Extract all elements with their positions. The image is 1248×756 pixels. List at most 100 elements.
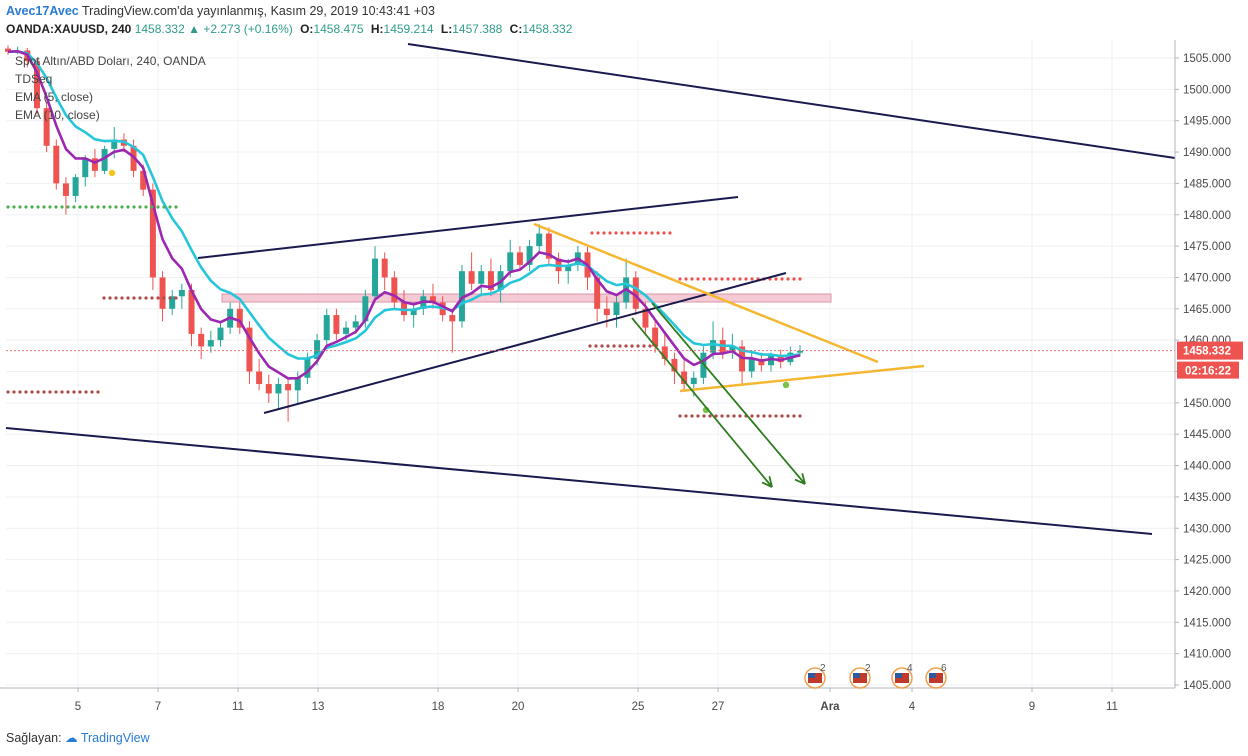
triangle-lower-line[interactable] [679,364,925,393]
tdst-resistance-dots [774,277,778,281]
publisher-username[interactable]: Avec17Avec [6,4,79,18]
tdst-resistance-dots [744,277,748,281]
tdst-dots [774,414,778,418]
tdst-resistance-dots [798,277,802,281]
tdst-dots [612,344,616,348]
tdst-dots [144,296,148,300]
tdst-resistance-dots [690,277,694,281]
time-tick-label: 7 [155,701,161,713]
candle-body [768,355,775,366]
trendline[interactable] [263,272,787,414]
tdst-resistance-dots [702,277,706,281]
countdown-badge [1177,361,1239,379]
event-marker[interactable]: 2 [804,663,826,689]
event-count: 4 [907,663,913,674]
tdst-dots [762,414,766,418]
tdst-dots [114,296,118,300]
candle-body [111,139,118,149]
legend-ema5[interactable]: EMA (5, close) [15,90,94,104]
time-tick-label: 13 [312,701,325,713]
tdst-support-dots [42,205,46,209]
price-tick-label: 1430.000 [1183,523,1231,535]
target-arrow[interactable] [651,302,806,485]
low-value: 1457.388 [452,22,503,36]
tdst-resistance-dots [738,277,742,281]
close-label: C: [509,22,523,36]
price-tick-label: 1470.000 [1183,272,1231,284]
tdst-resistance-dots [668,231,672,235]
price-tick-label: 1445.000 [1183,429,1231,441]
time-tick-label: 11 [232,701,244,713]
tdst-support-dots [144,205,148,209]
price-scale-bg [1175,40,1248,720]
tdst-dots [66,390,70,394]
ema-layer [7,49,801,380]
tdst-resistance-dots [590,231,594,235]
price-chart[interactable]: 1505.000 1500.000 1495.000 1490.000 1485.000… [0,40,1248,720]
trendline[interactable] [197,196,739,259]
tdst-support-dots [66,205,70,209]
legend-tdseq[interactable]: TDSeq [15,72,53,86]
tdst-support-dots [24,205,28,209]
tdst-dots [786,414,790,418]
chart-grid [6,40,1175,688]
flag-canton [929,673,936,678]
tdst-dots [606,344,610,348]
candle-body [275,384,282,394]
price-tick-label: 1415.000 [1183,617,1231,629]
candle-body [632,277,639,309]
tdst-dots [714,414,718,418]
event-count: 2 [865,663,871,674]
axes-layer: 1505.000 1500.000 1495.000 1490.000 1485.000… [0,40,1248,720]
tdst-dots [84,390,88,394]
target-arrow[interactable] [631,317,773,488]
time-tick-label: Ara [820,701,840,713]
tdst-support-dots [96,205,100,209]
tdst-support-dots [54,205,58,209]
tdst-dots [600,344,604,348]
candle-body [372,258,379,297]
time-tick-label: 25 [632,701,645,713]
tdst-dots [36,390,40,394]
tdst-resistance-dots [602,231,606,235]
last-price: 1458.332 [134,22,185,36]
candle-body [178,289,185,297]
chart-legend: Spot Altın/ABD Doları, 240, OANDA TDSeq … [15,52,206,124]
triangle-upper-line[interactable] [533,222,879,364]
event-marker[interactable]: 2 [849,663,871,689]
time-tick-label: 9 [1029,701,1035,713]
resistance-zone[interactable] [221,293,832,303]
trendline[interactable] [407,43,1176,159]
tdst-support-dots [174,205,178,209]
tdst-dots [138,296,142,300]
tdst-dots [708,414,712,418]
price-tick-label: 1505.000 [1183,53,1231,65]
tdst-dots [42,390,46,394]
tdst-dots [678,414,682,418]
tdst-resistance-dots [750,277,754,281]
candle-body [536,233,543,247]
footer: Sağlayan: ☁ TradingView [6,731,150,745]
signal-dot-green [782,381,790,389]
candle-body [603,308,610,316]
tdst-dots [624,344,628,348]
legend-ema10[interactable]: EMA (10, close) [15,108,100,122]
candle-body [797,350,803,353]
trendline[interactable] [5,427,1153,535]
time-tick-label: 4 [909,701,916,713]
candle-body [700,352,707,378]
event-marker[interactable]: 4 [891,663,913,689]
price-tick-label: 1485.000 [1183,178,1231,190]
tdst-support-dots [12,205,16,209]
candle-body [526,246,533,265]
tdst-dots [636,344,640,348]
candle-body [323,315,330,341]
tdst-resistance-dots [696,277,700,281]
tdst-dots [18,390,22,394]
tdst-support-dots [84,205,88,209]
tradingview-logo[interactable]: ☁ TradingView [65,731,150,745]
tdst-support-dots [60,205,64,209]
event-marker[interactable]: 6 [925,663,947,689]
open-label: O: [300,22,314,36]
candle-body [410,308,417,316]
